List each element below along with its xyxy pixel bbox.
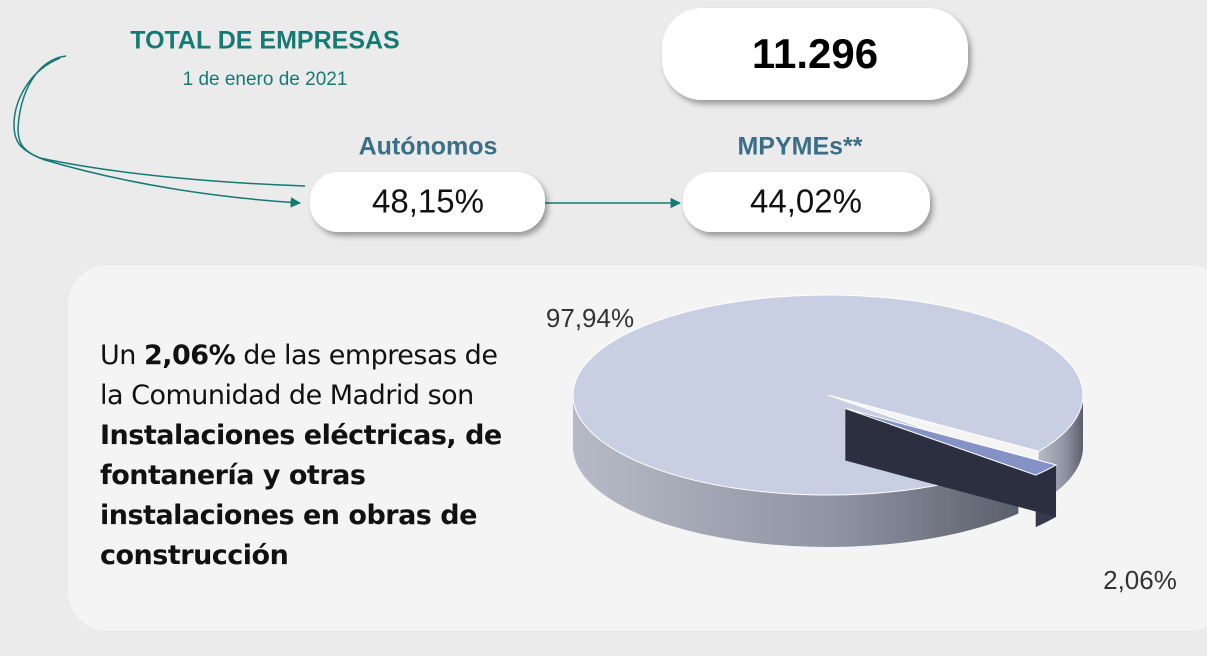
total-box xyxy=(662,8,968,100)
description-text: 2,06% xyxy=(143,340,236,371)
pie-side xyxy=(573,395,1019,548)
pie-slice xyxy=(845,408,1058,476)
description-text: de las empresas de la Comunidad de Madri… xyxy=(100,340,498,411)
value-label: 97,94% xyxy=(546,303,634,333)
stat-value: 48,15% xyxy=(372,183,484,220)
stat-label: Autónomos xyxy=(359,133,498,161)
stat-box xyxy=(310,172,545,232)
pie xyxy=(572,294,1084,548)
total: 11.296 xyxy=(752,30,878,77)
pie-cut xyxy=(845,408,1057,517)
value-label: 2,06% xyxy=(1103,565,1177,595)
description-text: Instalaciones eléctricas, de fontanería … xyxy=(100,420,502,571)
title: TOTAL DE EMPRESAS xyxy=(130,27,399,55)
stat-value: 44,02% xyxy=(750,183,862,220)
arrow xyxy=(13,57,302,208)
description-text: Un xyxy=(100,340,144,371)
stat-box xyxy=(683,172,930,232)
date: 1 de enero de 2021 xyxy=(183,69,348,90)
stat-label: MPYMEs** xyxy=(737,133,862,161)
description: Un 2,06% de las empresas de la Comunidad… xyxy=(100,336,520,576)
